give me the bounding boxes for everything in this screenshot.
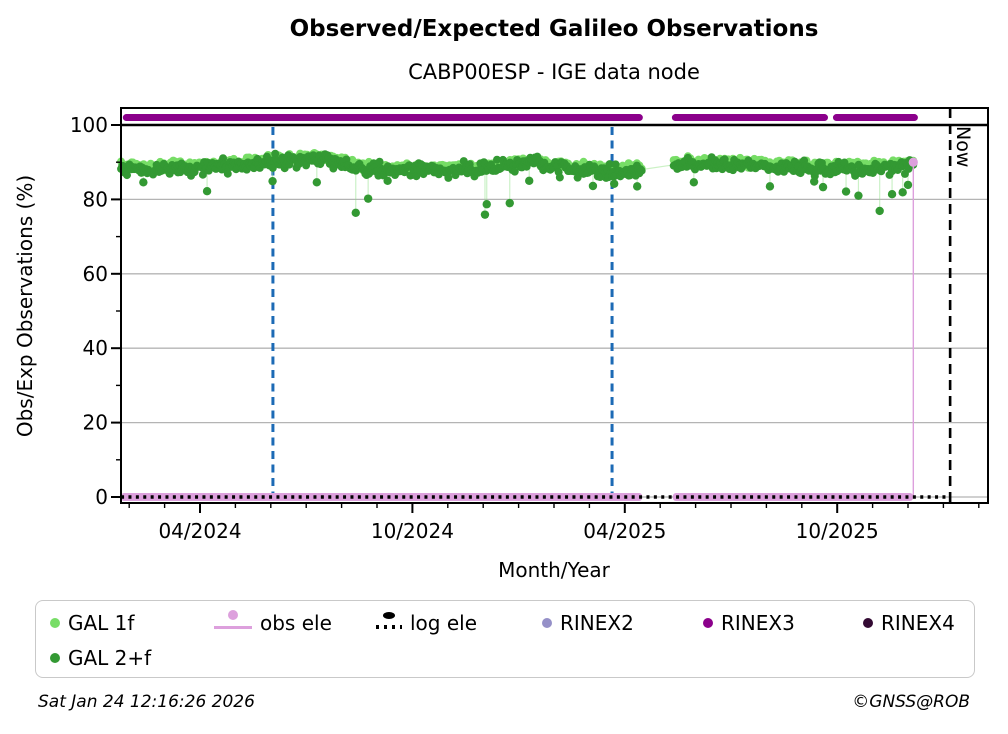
y-tick-label: 80	[83, 187, 108, 211]
chart-canvas: Now 04/2024 10/2024 04/2025 10/2025 Month/Yea…	[13, 107, 989, 582]
now-label: Now	[952, 126, 974, 167]
legend-item-rinex3: RINEX3	[703, 609, 795, 637]
y-axis-label: Obs/Exp Observations (%)	[13, 175, 37, 437]
y-tick-label: 0	[95, 485, 108, 509]
rinex4-marker-icon	[863, 618, 873, 628]
rinex3-series	[122, 114, 918, 122]
x-tick-label: 04/2025	[583, 519, 666, 543]
rinex3-marker-icon	[703, 618, 713, 628]
x-axis	[128, 503, 980, 513]
rinex2-marker-icon	[542, 618, 552, 628]
legend-label: RINEX2	[560, 611, 634, 635]
y-axis	[111, 124, 121, 498]
y-tick-label: 40	[83, 336, 108, 360]
legend-label: obs ele	[260, 611, 332, 635]
y-tick-label: 100	[70, 113, 108, 137]
gal-2f-marker-icon	[50, 653, 60, 663]
plot-timestamp: Sat Jan 24 12:16:26 2026	[38, 692, 255, 712]
legend-item-gal-2f: GAL 2+f	[50, 644, 151, 672]
copyright-credit: ©GNSS@ROB	[852, 692, 970, 712]
chart-title: Observed/Expected Galileo Observations	[289, 16, 819, 42]
legend-item-log-ele: log ele	[376, 609, 477, 637]
y-tick-label: 20	[83, 411, 108, 435]
legend-label: RINEX4	[881, 611, 955, 635]
obs-ele-series	[121, 157, 918, 501]
x-axis-label: Month/Year	[498, 558, 611, 582]
legend-label: RINEX3	[721, 611, 795, 635]
legend-item-rinex4: RINEX4	[863, 609, 955, 637]
log-ele-marker-icon	[376, 611, 402, 633]
chart-subtitle: CABP00ESP - IGE data node	[408, 60, 700, 84]
legend-item-gal-1f: GAL 1f	[50, 609, 134, 637]
legend-label: log ele	[410, 611, 478, 635]
legend-label: GAL 1f	[68, 611, 135, 635]
x-tick-label: 04/2024	[158, 519, 241, 543]
x-tick-label: 10/2024	[371, 519, 454, 543]
gal-2f-series	[117, 149, 918, 219]
y-tick-label: 60	[83, 262, 108, 286]
legend-label: GAL 2+f	[68, 646, 152, 670]
legend-item-obs-ele: obs ele	[214, 609, 332, 637]
x-tick-label: 10/2025	[796, 519, 879, 543]
event-lines	[271, 127, 614, 493]
chart-legend: GAL 1f obs ele log ele RINEX2 RINEX3	[35, 600, 975, 678]
gal-1f-marker-icon	[50, 618, 60, 628]
legend-item-rinex2: RINEX2	[542, 609, 634, 637]
obs-ele-marker-icon	[214, 609, 252, 633]
gridlines	[121, 123, 988, 498]
